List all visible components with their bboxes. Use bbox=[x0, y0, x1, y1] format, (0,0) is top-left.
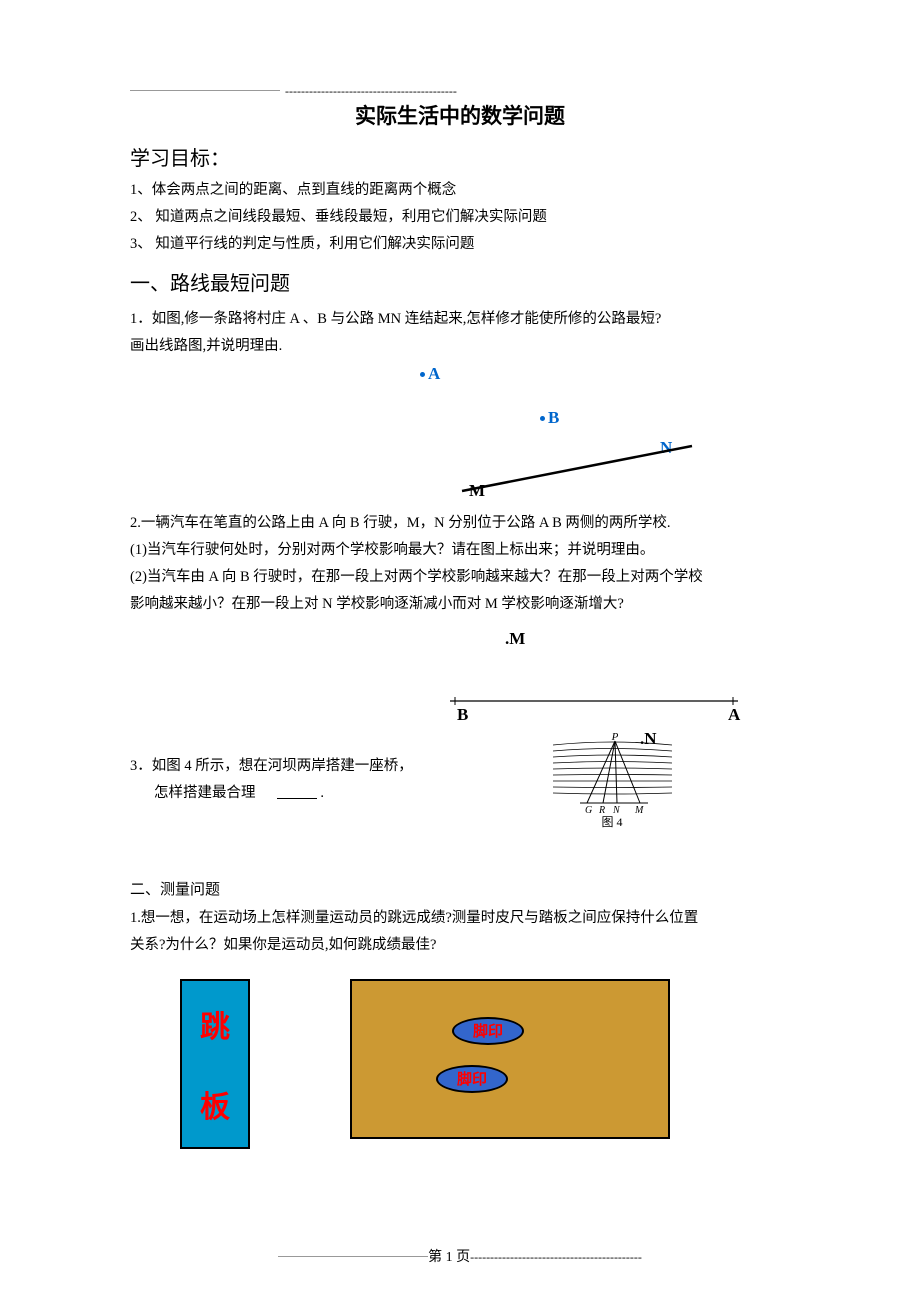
figure-4: P G R N M 图 4 bbox=[545, 733, 680, 833]
page: ----------------------------------------… bbox=[0, 0, 920, 1189]
objective-2: 2、 知道两点之间线段最短、垂线段最短，利用它们解决实际问题 bbox=[130, 204, 790, 231]
sand-pit: 脚印 脚印 bbox=[350, 979, 670, 1139]
board-char-1: 跳 bbox=[200, 1002, 230, 1046]
footprint-2: 脚印 bbox=[436, 1065, 508, 1093]
problem-1-line-2: 画出线路图,并说明理由. bbox=[130, 333, 790, 360]
objectives-heading: 学习目标： bbox=[130, 142, 790, 171]
fig2-b: B bbox=[457, 705, 468, 725]
jump-board: 跳 板 bbox=[180, 979, 250, 1149]
problem-3-block: 3．如图 4 所示，想在河坝两岸搭建一座桥， 怎样搭建最合理 . bbox=[130, 753, 790, 843]
fig3-g: G bbox=[585, 805, 592, 816]
problem-3-line-2: 怎样搭建最合理 . bbox=[130, 780, 790, 807]
answer-blank bbox=[277, 798, 317, 799]
page-number: 第 1 页 bbox=[428, 1250, 470, 1265]
figure-2: .M B A .N bbox=[130, 623, 790, 753]
objective-3: 3、 知道平行线的判定与性质，利用它们解决实际问题 bbox=[130, 231, 790, 258]
problem-2-line-1: 2.一辆汽车在笔直的公路上由 A 向 B 行驶，M，N 分别位于公路 A B 两… bbox=[130, 510, 790, 537]
board-char-2: 板 bbox=[200, 1082, 230, 1126]
figure-1: A B N M bbox=[130, 366, 790, 506]
problem-2-line-3: (2)当汽车由 A 向 B 行驶时，在那一段上对两个学校影响越来越大？在那一段上… bbox=[130, 564, 790, 591]
page-footer: 第 1 页-----------------------------------… bbox=[130, 1246, 790, 1266]
fig2-a: A bbox=[728, 705, 740, 725]
section-2-heading: 二、测量问题 bbox=[130, 877, 790, 905]
problem-4-line-2: 关系?为什么？如果你是运动员,如何跳成绩最佳? bbox=[130, 932, 790, 959]
doc-title: 实际生活中的数学问题 bbox=[130, 100, 790, 130]
fig3-m: M bbox=[634, 805, 644, 816]
footprint-1: 脚印 bbox=[452, 1017, 524, 1045]
jump-diagram: 跳 板 脚印 脚印 bbox=[130, 979, 790, 1149]
fig3-p: P bbox=[611, 733, 619, 743]
problem-2-line-2: (1)当汽车行驶何处时，分别对两个学校影响最大？请在图上标出来；并说明理由。 bbox=[130, 537, 790, 564]
line-mn bbox=[130, 366, 790, 506]
top-rule: ----------------------------------------… bbox=[130, 84, 790, 85]
top-dashes: ----------------------------------------… bbox=[285, 84, 457, 99]
fig2-m: .M bbox=[505, 629, 525, 649]
footer-dashes: ----------------------------------------… bbox=[470, 1250, 642, 1264]
problem-1-line-1: 1．如图,修一条路将村庄 A 、B 与公路 MN 连结起来,怎样修才能使所修的公… bbox=[130, 306, 790, 333]
problem-2-line-4: 影响越来越小？在那一段上对 N 学校影响逐渐减小而对 M 学校影响逐渐增大? bbox=[130, 591, 790, 618]
problem-4-line-1: 1.想一想，在运动场上怎样测量运动员的跳远成绩?测量时皮尺与踏板之间应保持什么位… bbox=[130, 905, 790, 932]
section-1-heading: 一、路线最短问题 bbox=[130, 267, 790, 296]
problem-3-line-1: 3．如图 4 所示，想在河坝两岸搭建一座桥， bbox=[130, 753, 790, 780]
objective-1: 1、体会两点之间的距离、点到直线的距离两个概念 bbox=[130, 177, 790, 204]
fig3-caption: 图 4 bbox=[601, 815, 622, 828]
